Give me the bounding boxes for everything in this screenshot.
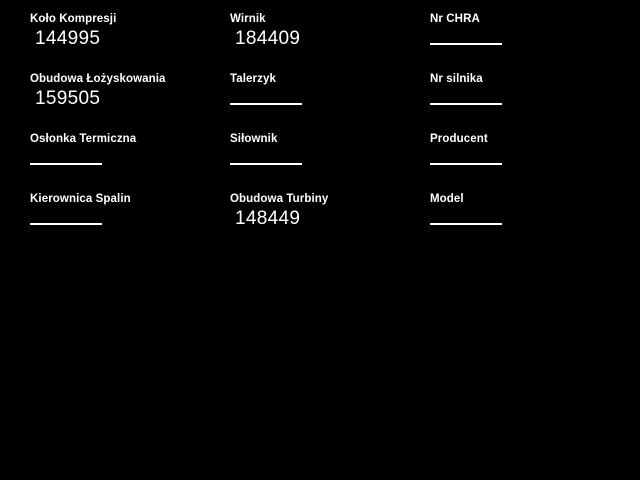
part-field-label: Koło Kompresji (30, 13, 117, 25)
part-field[interactable]: Nr silnika (430, 72, 630, 132)
part-field[interactable]: Wirnik 184409 (230, 12, 430, 72)
part-field-label: Nr silnika (430, 73, 483, 85)
part-field-label: Talerzyk (230, 73, 276, 85)
part-field-empty-line-icon[interactable] (30, 223, 102, 225)
parts-field-grid: Koło Kompresji 144995 Wirnik 184409 Nr CHRA O… (30, 12, 610, 252)
part-field-empty-line-icon[interactable] (230, 103, 302, 105)
part-field-label: Kierownica Spalin (30, 193, 131, 205)
part-field-value[interactable]: 144995 (35, 28, 101, 49)
part-field[interactable]: Nr CHRA (430, 12, 630, 72)
part-field-value[interactable]: 159505 (35, 88, 101, 109)
part-field[interactable]: Siłownik (230, 132, 430, 192)
part-field-label: Model (430, 193, 464, 205)
part-field-empty-line-icon[interactable] (430, 223, 502, 225)
part-field-label: Obudowa Łożyskowania (30, 73, 166, 85)
part-field-empty-line-icon[interactable] (230, 163, 302, 165)
part-field-label: Nr CHRA (430, 13, 480, 25)
part-field[interactable]: Talerzyk (230, 72, 430, 132)
part-field-value[interactable]: 148449 (235, 208, 301, 229)
part-field[interactable]: Obudowa Łożyskowania 159505 (30, 72, 230, 132)
part-field-empty-line-icon[interactable] (430, 103, 502, 105)
part-field-label: Osłonka Termiczna (30, 133, 137, 145)
part-field[interactable]: Osłonka Termiczna (30, 132, 230, 192)
part-field-label: Producent (430, 133, 488, 145)
part-field-value[interactable]: 184409 (235, 28, 301, 49)
part-field[interactable]: Kierownica Spalin (30, 192, 230, 252)
part-field-label: Siłownik (230, 133, 278, 145)
part-field[interactable]: Koło Kompresji 144995 (30, 12, 230, 72)
part-field-empty-line-icon[interactable] (30, 163, 102, 165)
part-field-label: Wirnik (230, 13, 266, 25)
part-field[interactable]: Model (430, 192, 630, 252)
part-field-empty-line-icon[interactable] (430, 163, 502, 165)
part-field[interactable]: Producent (430, 132, 630, 192)
part-field[interactable]: Obudowa Turbiny 148449 (230, 192, 430, 252)
part-field-label: Obudowa Turbiny (230, 193, 329, 205)
part-field-empty-line-icon[interactable] (430, 43, 502, 45)
